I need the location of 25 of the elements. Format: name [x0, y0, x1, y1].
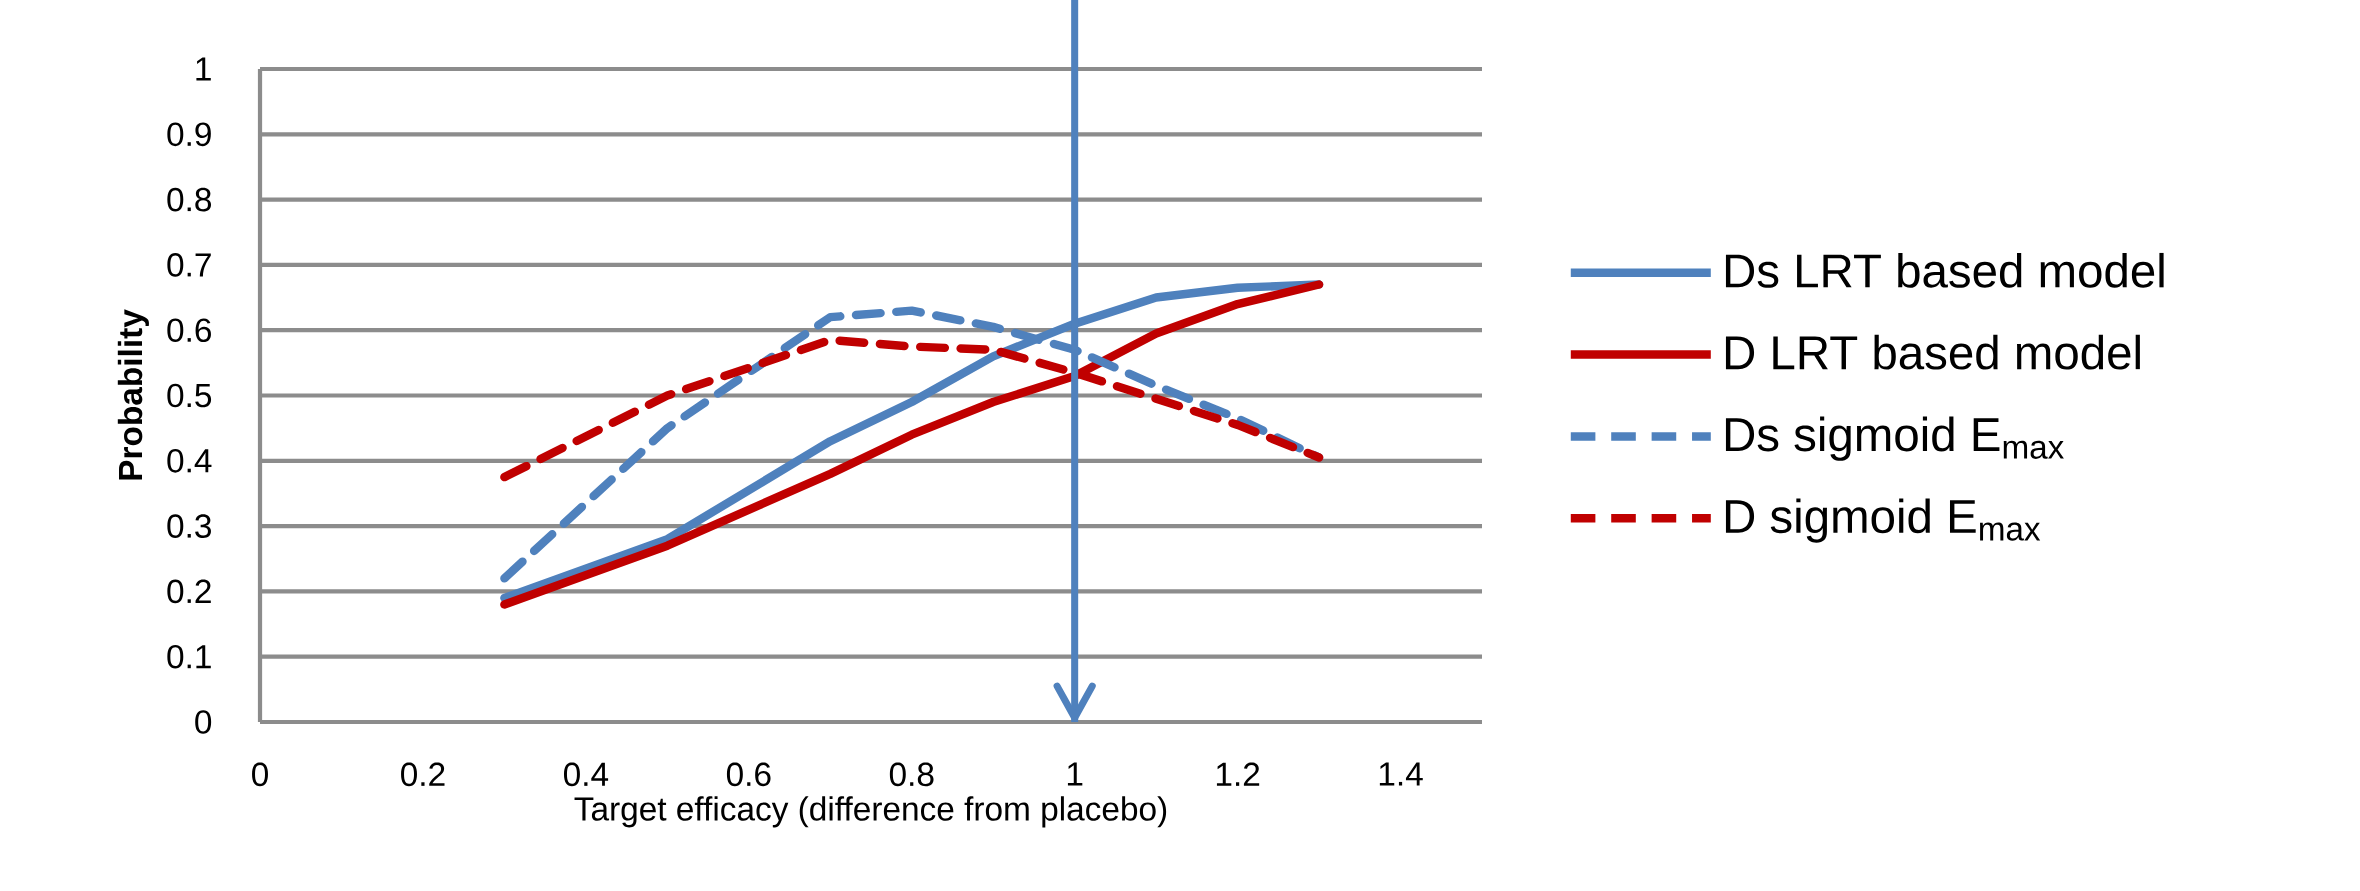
y-tick-label: 0.8 — [167, 187, 212, 212]
x-axis-title: Target efficacy (difference from placebo) — [574, 796, 1167, 828]
legend-label: Ds LRT based model — [1725, 252, 2164, 288]
y-tick-label: 0.5 — [167, 383, 212, 408]
y-axis-title: Probability — [117, 309, 149, 480]
x-tick-label: 0.4 — [563, 762, 609, 787]
y-tick-label: 0.1 — [167, 644, 211, 669]
legend-label: Ds sigmoid E$_{max}$ — [1725, 416, 2064, 461]
legend-label: D sigmoid E$_{max}$ — [1725, 498, 2041, 543]
x-tick-label: 1.4 — [1379, 762, 1423, 786]
y-tick-label: 0.7 — [167, 253, 211, 277]
y-tick-label: 0.3 — [167, 514, 211, 538]
y-tick-label: 0.4 — [167, 448, 212, 473]
y-tick-label: 0.9 — [167, 122, 211, 147]
x-tick-label: 0 — [252, 762, 268, 787]
y-tick-label: 0.2 — [167, 579, 211, 604]
y-tick-label: 1 — [196, 57, 211, 81]
y-tick-label: 0 — [195, 710, 212, 734]
x-tick-label: 0.6 — [726, 762, 771, 787]
x-tick-label: 1 — [1067, 762, 1083, 786]
x-tick-label: 0.8 — [889, 762, 934, 787]
x-tick-label: 0.2 — [401, 762, 445, 787]
y-tick-label: 0.6 — [167, 318, 211, 343]
legend-label: D LRT based model — [1725, 334, 2140, 370]
x-tick-label: 1.2 — [1216, 762, 1260, 786]
